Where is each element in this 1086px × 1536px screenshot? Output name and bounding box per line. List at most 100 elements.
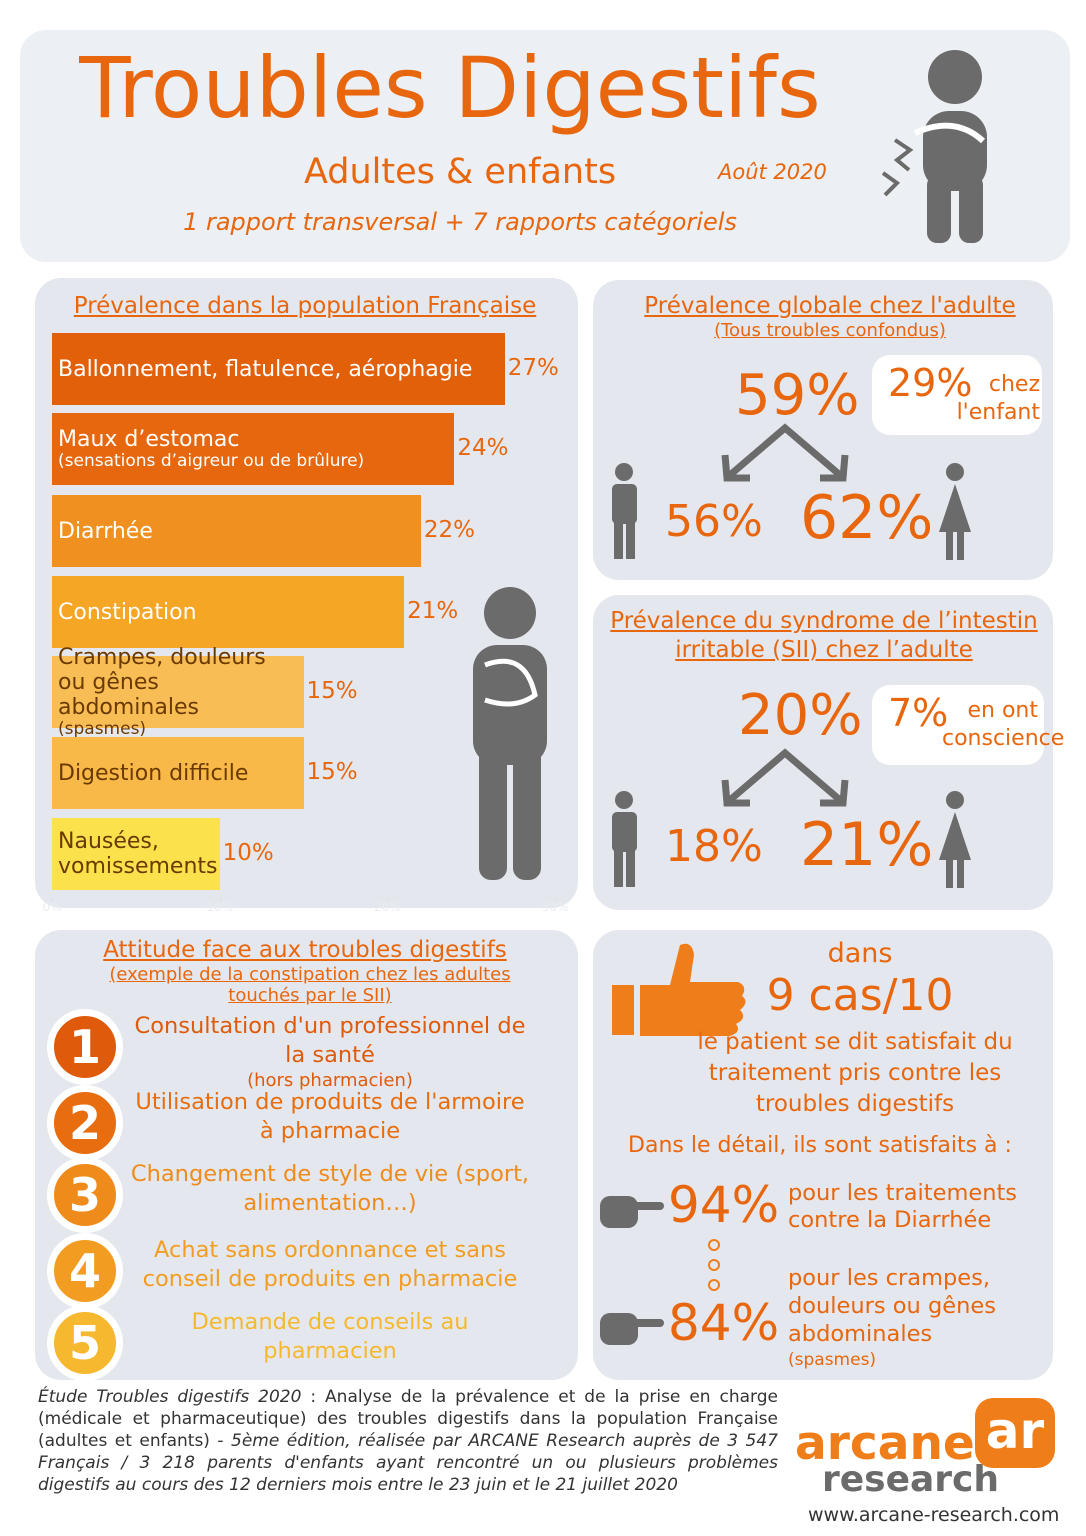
main-title: Troubles Digestifs (79, 39, 821, 137)
value-label: 15% (306, 678, 358, 704)
bar: Constipation (52, 576, 405, 648)
person-icon (473, 587, 547, 880)
attitude-panel (35, 930, 578, 1380)
detail-note: (spasmes) (788, 1350, 877, 1370)
rank-badge: 2 (50, 1088, 120, 1158)
sii-men: 18% (665, 821, 763, 872)
bar-label: Diarrhée (58, 518, 153, 544)
attitude-note: (hors pharmacien) (247, 1070, 413, 1091)
woman-icon (939, 463, 971, 560)
value-label: 24% (457, 435, 509, 461)
logo-bottom: research (822, 1459, 1000, 1500)
pointing-hand (600, 1196, 664, 1228)
x-tick-label: 10% (206, 900, 233, 914)
value-label: 15% (306, 759, 358, 785)
child-value: 29% (888, 361, 973, 405)
x-tick-mark (387, 898, 389, 902)
global-title: Prévalence globale chez l'adulte (644, 293, 1016, 319)
attitude-text: Changement de style de vie (sport, alime… (130, 1160, 530, 1218)
attitude-title: Attitude face aux troubles digestifs (103, 937, 507, 963)
logo-top: arcane (795, 1416, 975, 1471)
study-description: Étude Troubles digestifs 2020 : Analyse … (38, 1386, 778, 1496)
bar-label: Constipation (58, 599, 197, 625)
global-total: 59% (735, 363, 860, 428)
pointing-hand (600, 1313, 664, 1345)
date: Août 2020 (718, 160, 827, 184)
attitude-item: 5 Demande de conseils au pharmacien (50, 1308, 560, 1378)
x-tick-mark (219, 898, 221, 902)
bar: Maux d’estomac (sensations d’aigreur ou d… (52, 413, 455, 485)
study-name: Étude Troubles digestifs 2020 (38, 1387, 302, 1407)
sii-title: Prévalence du syndrome de l’intestin irr… (610, 608, 1038, 663)
attitude-text: Utilisation de produits de l'armoire à p… (130, 1088, 530, 1146)
aware-label: en ont conscience (942, 698, 1065, 751)
prevalence-title: Prévalence dans la population Française (73, 293, 537, 319)
attitude-text: Achat sans ordonnance et sans conseil de… (130, 1236, 530, 1294)
detail-value: 94% (668, 1176, 780, 1234)
bar-note: (spasmes) (58, 719, 147, 739)
bar-label: Maux d’estomac (58, 427, 240, 452)
rank-badge: 3 (50, 1160, 120, 1230)
men-value: 56% (665, 496, 763, 547)
child-label: chez l'enfant (956, 372, 1040, 425)
value-label: 21% (407, 598, 459, 624)
split-arrows (721, 423, 849, 482)
attitude-item: 3 Changement de style de vie (sport, alim… (50, 1160, 560, 1230)
attitude-label: Utilisation de produits de l'armoire à p… (135, 1089, 525, 1144)
man-icon (612, 791, 637, 887)
attitude-text: Consultation d'un professionnel de la sa… (130, 1012, 530, 1092)
attitude-label: Consultation d'un professionnel de la sa… (134, 1013, 526, 1068)
attitude-label: Achat sans ordonnance et sans conseil de… (142, 1237, 518, 1292)
attitude-label: Changement de style de vie (sport, alime… (130, 1161, 530, 1216)
detail-text: pour les crampes, douleurs ou gênes abdo… (788, 1265, 996, 1347)
bar-label: Ballonnement, flatulence, aérophagie (58, 356, 473, 382)
attitude-item: 1 Consultation d'un professionnel de la s… (50, 1012, 560, 1091)
attitude-subtitle: (exemple de la constipation chez les adu… (109, 964, 511, 1006)
woman-icon (939, 791, 971, 888)
detail-value: 84% (668, 1294, 780, 1352)
aware-bubble: 7% en ont conscience (872, 685, 1065, 765)
detail-text: pour les traitements contre la Diarrhée (788, 1180, 1018, 1233)
rank-badge: 4 (50, 1236, 120, 1306)
url: www.arcane-research.com (808, 1504, 1060, 1526)
x-tick-label: 30% (541, 900, 569, 914)
attitude-label: Demande de conseils au pharmacien (191, 1309, 469, 1364)
value-label: 27% (507, 355, 559, 381)
bar-label: Nausées, vomissements (58, 829, 218, 879)
value-label: 10% (222, 840, 274, 866)
attitude-item: 2 Utilisation de produits de l'armoire à … (50, 1088, 560, 1158)
bar: Nausées, vomissements (52, 818, 220, 890)
study-text: : Analyse de la prévalence et de la pris… (38, 1387, 778, 1451)
x-tick-label: 0% (42, 900, 62, 914)
x-tick-mark (555, 898, 556, 902)
aware-value: 7% (888, 691, 949, 735)
detail-title: Dans le détail, ils sont satisfaits à : (628, 1133, 1012, 1158)
header-panel (20, 30, 1070, 262)
logo-mark: ar (975, 1398, 1055, 1468)
man-icon (612, 463, 637, 559)
thumbs-up-icon (612, 943, 746, 1036)
bar-label: Crampes, douleurs ou gênes abdominales (58, 645, 266, 720)
satisfaction-intro: dans (827, 938, 893, 969)
satisfaction-text: le patient se dit satisfait du traitemen… (697, 1029, 1013, 1117)
satisfaction-ratio: 9 cas/10 (766, 970, 954, 1021)
x-tick-mark (52, 898, 53, 902)
stomach-ache-icon (881, 50, 987, 243)
sii-total: 20% (738, 683, 863, 748)
rank-badge: 5 (50, 1308, 120, 1378)
attitude-item: 4 Achat sans ordonnance et sans conseil d… (50, 1236, 560, 1306)
bar: Diarrhée (52, 495, 421, 567)
sii-women: 21% (800, 810, 934, 880)
attitude-text: Demande de conseils au pharmacien (130, 1308, 530, 1366)
child-bubble: 29% chez l'enfant (872, 355, 1042, 435)
study-edition: 5ème édition, réalisée par ARCANE Resear… (38, 1431, 778, 1495)
split-arrows (721, 748, 849, 807)
global-subtitle: (Tous troubles confondus) (714, 320, 946, 341)
bar-note: (sensations d’aigreur ou de brûlure) (58, 451, 365, 471)
bar: Crampes, douleurs ou gênes abdominales (s… (52, 645, 304, 739)
women-value: 62% (800, 483, 934, 553)
bar: Digestion difficile (52, 737, 304, 809)
bar-label: Digestion difficile (58, 760, 249, 786)
